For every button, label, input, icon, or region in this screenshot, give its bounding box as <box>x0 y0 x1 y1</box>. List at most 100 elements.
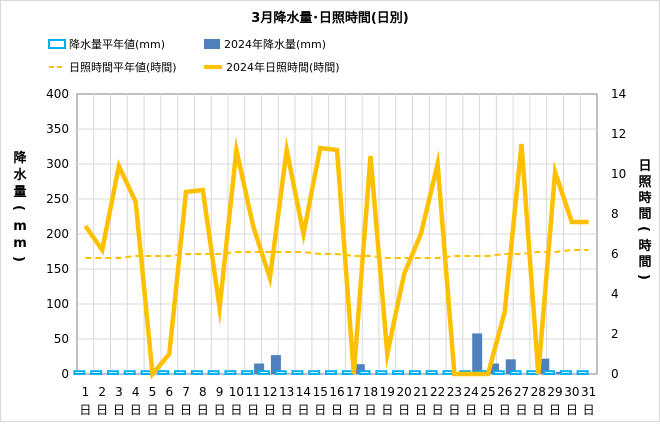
bar-normal-precip <box>360 371 370 374</box>
x-tick-label: 30 <box>564 385 579 399</box>
x-tick-unit: 日 <box>549 403 561 417</box>
bar-normal-precip <box>175 371 185 374</box>
x-tick-unit: 日 <box>197 403 209 417</box>
x-tick-label: 28 <box>531 385 546 399</box>
x-tick-label: 4 <box>132 385 140 399</box>
x-tick-unit: 日 <box>331 403 343 417</box>
y-axis-left-label-char: m <box>13 236 27 251</box>
bar-normal-precip <box>376 371 386 374</box>
y-axis-right-label-char: 間 <box>638 255 651 270</box>
y-tick-right-label: 6 <box>611 247 619 261</box>
y-tick-left-label: 250 <box>46 192 69 206</box>
x-tick-label: 7 <box>182 385 190 399</box>
bar-normal-precip <box>443 371 453 374</box>
y-axis-right-label-char: 間 <box>638 207 651 222</box>
y-tick-right-label: 12 <box>611 127 626 141</box>
x-tick-unit: 日 <box>79 403 91 417</box>
legend-label-normal-sun: 日照時間平年値(時間) <box>69 60 177 74</box>
x-tick-label: 27 <box>514 385 529 399</box>
x-tick-label: 14 <box>296 385 311 399</box>
x-tick-label: 18 <box>363 385 378 399</box>
bar-normal-precip <box>561 371 571 374</box>
bar-normal-precip <box>209 371 219 374</box>
x-tick-unit: 日 <box>247 403 259 417</box>
bar-normal-precip <box>544 371 554 374</box>
x-tick-label: 17 <box>346 385 361 399</box>
y-axis-left-label-char: ) <box>11 256 26 262</box>
x-tick-label: 6 <box>165 385 173 399</box>
x-tick-unit: 日 <box>516 403 528 417</box>
x-tick-unit: 日 <box>163 403 175 417</box>
y-tick-left-label: 50 <box>54 332 69 346</box>
x-tick-label: 10 <box>229 385 244 399</box>
legend-label-normal-precip: 降水量平年値(mm) <box>69 37 165 51</box>
x-tick-label: 8 <box>199 385 207 399</box>
y-tick-right-label: 8 <box>611 207 619 221</box>
bar-normal-precip <box>225 371 235 374</box>
bar-normal-precip <box>393 371 403 374</box>
bar-normal-precip <box>410 371 420 374</box>
x-tick-unit: 日 <box>130 403 142 417</box>
y-axis-right-label-char: 時 <box>638 238 651 254</box>
x-tick-unit: 日 <box>482 403 494 417</box>
y-tick-right-label: 4 <box>611 287 619 301</box>
x-tick-unit: 日 <box>96 403 108 417</box>
legend-swatch-normal-precip <box>49 40 65 48</box>
bar-normal-precip <box>578 371 588 374</box>
x-tick-unit: 日 <box>566 403 578 417</box>
x-tick-label: 19 <box>380 385 395 399</box>
y-axis-right-label: 日照時間(時間) <box>636 159 652 280</box>
bar-normal-precip <box>242 371 252 374</box>
legend-swatch-2024-precip <box>204 39 220 49</box>
x-tick-unit: 日 <box>113 403 125 417</box>
bar-normal-precip <box>158 371 168 374</box>
x-tick-label: 12 <box>262 385 277 399</box>
bar-normal-precip <box>527 371 537 374</box>
y-axis-left-label-char: m <box>13 219 27 234</box>
x-tick-label: 23 <box>447 385 462 399</box>
y-tick-right-label: 14 <box>611 87 626 101</box>
x-tick-unit: 日 <box>214 403 226 417</box>
legend-label-2024-precip: 2024年降水量(mm) <box>224 37 326 51</box>
chart-title: 3月降水量･日照時間(日別) <box>251 10 408 26</box>
x-tick-unit: 日 <box>398 403 410 417</box>
y-tick-left-label: 100 <box>46 297 69 311</box>
bar-normal-precip <box>511 371 521 374</box>
y-axis-right-label-char: 照 <box>638 175 651 190</box>
bar-normal-precip <box>141 371 151 374</box>
bar-normal-precip <box>276 371 286 374</box>
x-tick-label: 2 <box>98 385 106 399</box>
x-tick-label: 22 <box>430 385 445 399</box>
bar-normal-precip <box>74 371 84 374</box>
y-tick-right-label: 10 <box>611 167 626 181</box>
x-tick-label: 5 <box>149 385 157 399</box>
y-axis-left-label-char: 水 <box>13 167 27 183</box>
y-axis-right-label-char: ) <box>636 274 651 280</box>
x-tick-unit: 日 <box>532 403 544 417</box>
bar-normal-precip <box>343 371 353 374</box>
x-tick-unit: 日 <box>281 403 293 417</box>
x-tick-label: 13 <box>279 385 294 399</box>
bar-normal-precip <box>309 371 319 374</box>
x-tick-label: 31 <box>581 385 596 399</box>
y-tick-left-label: 0 <box>61 367 69 381</box>
y-axis-left-label-char: 降 <box>13 150 27 166</box>
legend-label-2024-sun: 2024年日照時間(時間) <box>226 60 340 74</box>
y-tick-left-label: 350 <box>46 122 69 136</box>
x-tick-unit: 日 <box>314 403 326 417</box>
y-tick-right-label: 2 <box>611 327 619 341</box>
y-axis-right-label-char: 日 <box>638 159 651 174</box>
x-tick-unit: 日 <box>381 403 393 417</box>
x-tick-label: 3 <box>115 385 123 399</box>
y-axis-right-label-char: 時 <box>638 190 651 206</box>
x-tick-unit: 日 <box>230 403 242 417</box>
x-tick-label: 25 <box>480 385 495 399</box>
x-tick-unit: 日 <box>465 403 477 417</box>
bar-normal-precip <box>125 371 135 374</box>
x-tick-unit: 日 <box>415 403 427 417</box>
y-axis-right-label-char: ( <box>636 226 651 232</box>
bar-normal-precip <box>259 371 269 374</box>
y-tick-left-label: 150 <box>46 262 69 276</box>
x-tick-label: 26 <box>497 385 512 399</box>
